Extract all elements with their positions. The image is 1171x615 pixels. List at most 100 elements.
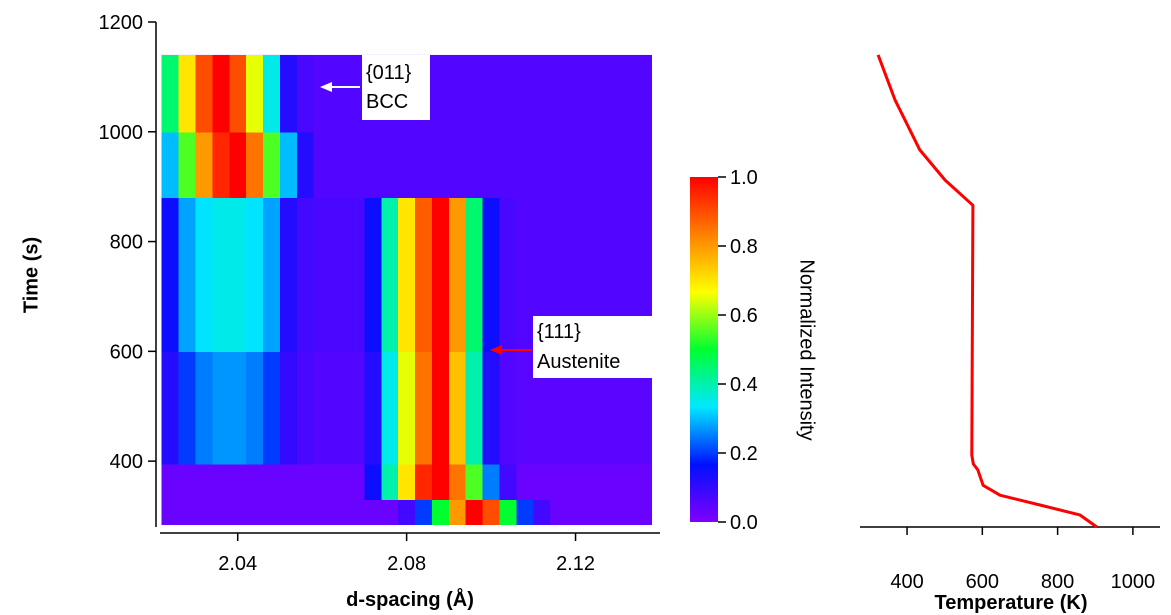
- heatmap-cell: [364, 499, 382, 525]
- heatmap-cell: [161, 463, 180, 501]
- heatmap-cell: [550, 131, 568, 199]
- heatmap-cell: [195, 54, 213, 133]
- heatmap-cell: [482, 131, 501, 199]
- heatmap-cell: [567, 499, 585, 525]
- heatmap-cell: [229, 351, 247, 465]
- heatmap-cell: [499, 54, 517, 133]
- heatmap-cell: [465, 131, 484, 199]
- heatmap-cell: [195, 197, 213, 352]
- heatmap-cell: [246, 54, 264, 133]
- heatmap-cell: [431, 499, 450, 525]
- heatmap-cell: [415, 499, 433, 525]
- heatmap-cell: [161, 131, 180, 199]
- heatmap-cell: [499, 499, 517, 525]
- heatmap-cell: [583, 54, 602, 133]
- annotation: Austenite: [537, 351, 620, 373]
- annotation-box: [362, 55, 430, 120]
- heatmap-cell: [634, 351, 653, 465]
- heatmap-cell: [398, 351, 416, 465]
- heatmap-cell: [246, 351, 264, 465]
- heatmap-cell: [178, 351, 196, 465]
- heatmap-cell: [347, 131, 365, 199]
- heatmap-cell: [583, 131, 602, 199]
- heatmap-cell: [161, 54, 180, 133]
- heatmap-cell: [212, 463, 230, 501]
- y-tick-label: 400: [110, 451, 143, 473]
- heatmap-cell: [550, 54, 568, 133]
- colorbar-label: Normalized Intensity: [796, 259, 818, 440]
- heatmap-cell: [516, 54, 534, 133]
- heatmap-cell: [533, 197, 551, 352]
- heatmap-cell: [296, 463, 315, 501]
- heatmap-cell: [296, 499, 315, 525]
- heatmap-cell: [279, 499, 298, 525]
- heatmap-cell: [550, 351, 568, 465]
- heatmap-cell: [313, 131, 332, 199]
- heatmap-cell: [263, 54, 281, 133]
- heatmap-cell: [499, 463, 517, 501]
- heatmap-cell: [431, 131, 450, 199]
- heatmap-cell: [567, 351, 585, 465]
- heatmap-cell: [533, 351, 551, 465]
- heatmap-cell: [567, 54, 585, 133]
- heatmap-cell: [330, 54, 348, 133]
- heatmap-cell: [499, 351, 517, 465]
- heatmap-cell: [229, 131, 247, 199]
- heatmap-cell: [279, 463, 298, 501]
- heatmap-cell: [533, 54, 551, 133]
- heatmap-cell: [195, 131, 213, 199]
- heatmap-cell: [296, 54, 315, 133]
- x-tick-label: 600: [966, 571, 999, 593]
- heatmap-cell: [499, 197, 517, 352]
- heatmap-cell: [364, 131, 382, 199]
- colorbar-tick-label: 0.8: [730, 236, 758, 258]
- heatmap-cell: [381, 499, 399, 525]
- heatmap: [161, 54, 653, 525]
- heatmap-cell: [212, 351, 230, 465]
- heatmap-cell: [482, 499, 501, 525]
- heatmap-cell: [178, 131, 196, 199]
- heatmap-cell: [178, 197, 196, 352]
- heatmap-cell: [415, 463, 433, 501]
- heatmap-cell: [550, 197, 568, 352]
- heatmap-cell: [296, 351, 315, 465]
- heatmap-cell: [347, 54, 365, 133]
- heatmap-cell: [279, 131, 298, 199]
- heatmap-cell: [415, 131, 433, 199]
- heatmap-cell: [263, 131, 281, 199]
- heatmap-cell: [600, 197, 619, 352]
- heatmap-cell: [381, 131, 399, 199]
- heatmap-cell: [482, 54, 501, 133]
- heatmap-cell: [448, 351, 467, 465]
- heatmap-cell: [296, 197, 315, 352]
- heatmap-cell: [330, 131, 348, 199]
- heatmap-cell: [431, 197, 450, 352]
- heatmap-cell: [212, 54, 230, 133]
- heatmap-cell: [364, 463, 382, 501]
- heatmap-cell: [600, 131, 619, 199]
- heatmap-cell: [178, 54, 196, 133]
- heatmap-cell: [567, 131, 585, 199]
- x-tick-label: 400: [890, 571, 923, 593]
- heatmap-cell: [448, 131, 467, 199]
- heatmap-cell: [567, 463, 585, 501]
- heatmap-cell: [415, 351, 433, 465]
- annotation: {011}: [366, 62, 412, 84]
- colorbar-tick-label: 0.0: [730, 512, 758, 534]
- heatmap-cell: [617, 499, 636, 525]
- heatmap-cell: [617, 131, 636, 199]
- heatmap-cell: [161, 197, 180, 352]
- heatmap-cell: [583, 499, 602, 525]
- heatmap-cell: [313, 499, 332, 525]
- heatmap-cell: [465, 54, 484, 133]
- heatmap-cell: [533, 499, 551, 525]
- heatmap-cell: [448, 197, 467, 352]
- heatmap-cell: [516, 197, 534, 352]
- heatmap-cell: [600, 54, 619, 133]
- heatmap-cell: [482, 351, 501, 465]
- heatmap-cell: [330, 499, 348, 525]
- heatmap-cell: [533, 463, 551, 501]
- heatmap-cell: [516, 351, 534, 465]
- heatmap-cell: [634, 54, 653, 133]
- y-tick-label: 800: [110, 232, 143, 254]
